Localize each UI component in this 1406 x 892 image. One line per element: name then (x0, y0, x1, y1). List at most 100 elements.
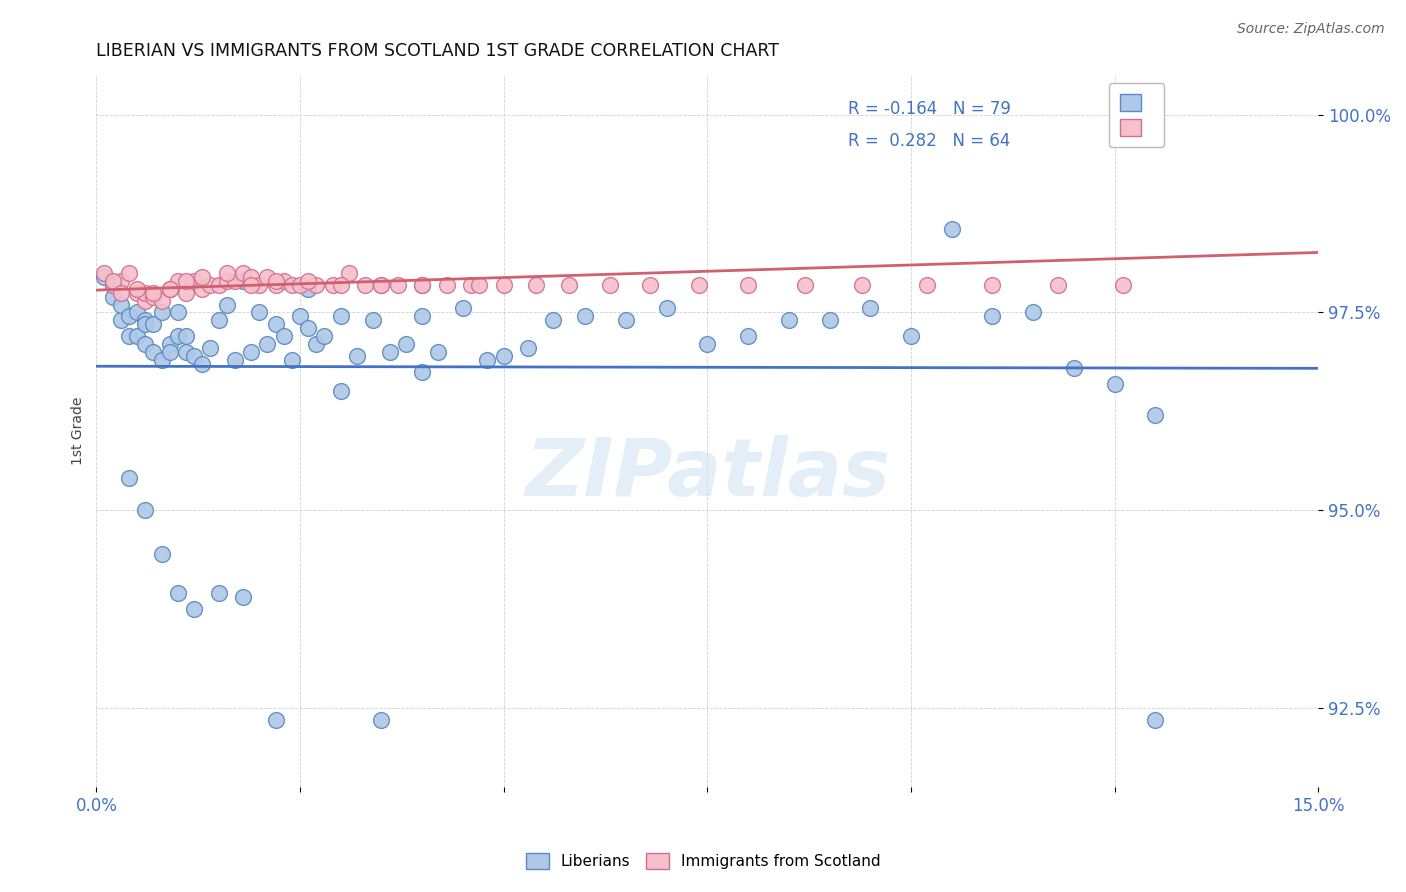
Point (981, 277, 1004, 292)
Point (273, 274, 295, 288)
Point (183, 349, 205, 363)
Legend: Liberians, Immigrants from Scotland: Liberians, Immigrants from Scotland (519, 847, 887, 875)
Point (640, 277, 662, 292)
Point (183, 602, 205, 616)
Point (305, 337, 328, 351)
Point (134, 293, 156, 308)
Point (1022, 305, 1045, 319)
Point (346, 349, 368, 363)
Point (125, 285, 148, 300)
Point (395, 337, 418, 351)
Point (93, 269, 115, 284)
Point (150, 293, 173, 308)
Point (427, 345, 450, 359)
Point (93, 266, 115, 280)
Point (240, 345, 263, 359)
Point (191, 282, 214, 296)
Point (110, 285, 132, 300)
Point (378, 345, 401, 359)
Point (281, 277, 304, 292)
Point (215, 266, 238, 280)
Point (247, 305, 270, 319)
Point (224, 352, 246, 367)
Point (101, 290, 124, 304)
Point (215, 297, 238, 311)
Point (297, 274, 319, 288)
Point (981, 310, 1004, 324)
Point (247, 277, 270, 292)
Legend: , : , (1109, 83, 1164, 147)
Point (159, 337, 181, 351)
Point (150, 305, 173, 319)
Point (363, 313, 385, 327)
Point (273, 329, 295, 343)
Point (436, 277, 458, 292)
Point (818, 313, 841, 327)
Point (118, 266, 141, 280)
Point (696, 337, 718, 351)
Point (142, 290, 165, 304)
Point (134, 503, 156, 517)
Point (288, 277, 311, 292)
Point (492, 277, 515, 292)
Point (174, 345, 197, 359)
Point (159, 345, 181, 359)
Point (1144, 103, 1167, 118)
Point (297, 321, 319, 335)
Point (159, 282, 181, 296)
Point (460, 277, 482, 292)
Point (737, 329, 759, 343)
Point (688, 277, 710, 292)
Point (794, 277, 817, 292)
Point (337, 266, 360, 280)
Point (166, 329, 188, 343)
Point (232, 274, 254, 288)
Point (142, 318, 165, 332)
Point (1112, 277, 1135, 292)
Point (851, 277, 873, 292)
Point (256, 269, 278, 284)
Point (232, 590, 254, 604)
Point (207, 277, 229, 292)
Text: R = -0.164   N = 79: R = -0.164 N = 79 (848, 100, 1011, 118)
Point (207, 586, 229, 600)
Point (264, 274, 287, 288)
Point (101, 277, 124, 292)
Point (110, 313, 132, 327)
Point (370, 277, 392, 292)
Point (468, 277, 491, 292)
Point (558, 277, 581, 292)
Point (411, 310, 433, 324)
Point (264, 277, 287, 292)
Point (387, 277, 409, 292)
Point (599, 277, 621, 292)
Point (517, 341, 540, 355)
Point (329, 277, 352, 292)
Point (1063, 360, 1085, 375)
Point (541, 313, 564, 327)
Point (134, 313, 156, 327)
Point (174, 329, 197, 343)
Point (297, 282, 319, 296)
Point (166, 305, 188, 319)
Text: ZIPatlas: ZIPatlas (524, 434, 890, 513)
Point (477, 352, 499, 367)
Point (110, 297, 132, 311)
Point (134, 318, 156, 332)
Point (329, 384, 352, 399)
Point (191, 357, 214, 371)
Point (1046, 277, 1069, 292)
Point (737, 277, 759, 292)
Point (101, 277, 124, 292)
Point (166, 274, 188, 288)
Point (174, 285, 197, 300)
Point (240, 277, 263, 292)
Point (655, 301, 678, 316)
Point (281, 352, 304, 367)
Point (574, 310, 596, 324)
Point (305, 277, 328, 292)
Point (370, 277, 392, 292)
Point (150, 547, 173, 561)
Point (174, 274, 197, 288)
Point (118, 329, 141, 343)
